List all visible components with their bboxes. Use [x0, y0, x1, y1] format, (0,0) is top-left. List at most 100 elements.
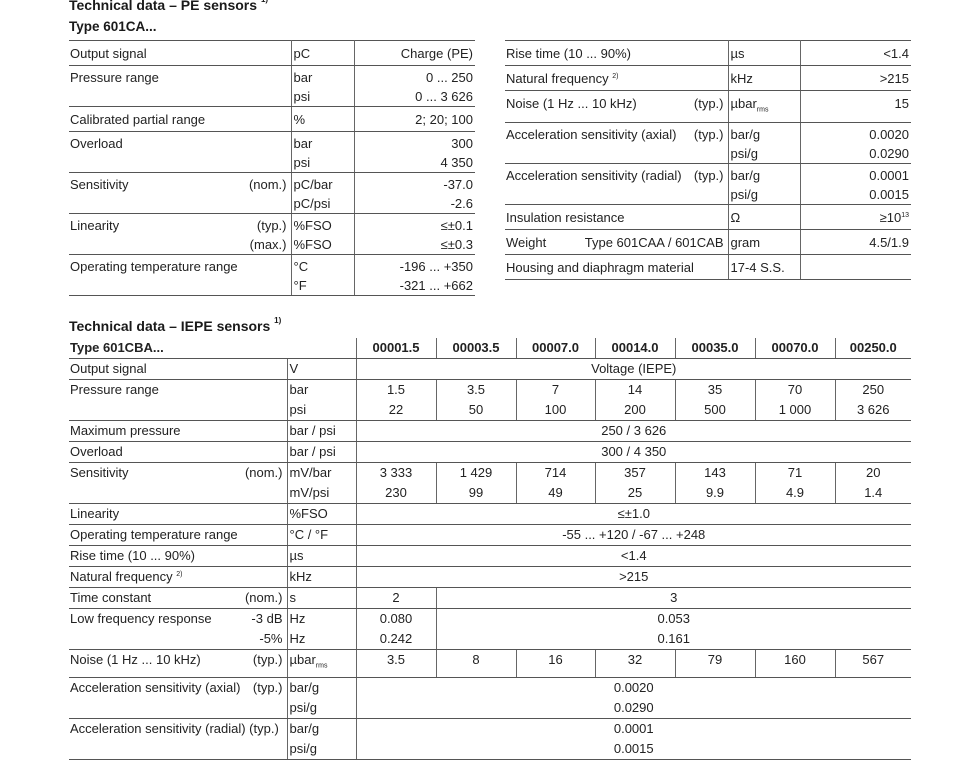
- model-header: 00001.5: [355, 338, 436, 359]
- unit-cell: psi/g: [286, 738, 356, 760]
- unit-cell: bar: [286, 379, 356, 400]
- unit-cell: bar/g: [286, 718, 356, 739]
- spec-row: psi/g 0.0290: [69, 697, 911, 719]
- value-text: Charge (PE): [400, 46, 473, 61]
- spec-row: Pressure range bar 1.5 3.5 7 14 35 70 250: [69, 379, 911, 400]
- spec-row: Calibrated partial range% 2; 20; 100: [69, 106, 475, 132]
- value-cell: 71: [754, 462, 835, 483]
- spec-label-cell: Output signal: [69, 358, 287, 380]
- value-cell: ≥1013: [799, 204, 911, 230]
- spec-label: Operating temperature range: [70, 259, 238, 274]
- spec-row: Maximum pressure bar / psi 250 / 3 626: [69, 420, 911, 442]
- spec-row: Sensitivity (nom.) mV/bar 3 333 1 429 714 357 1…: [69, 462, 911, 484]
- value-cell: 15: [799, 90, 911, 123]
- unit-text: psi: [289, 402, 307, 417]
- value-cell: 14: [594, 379, 675, 400]
- spec-row: -5% Hz 0.242 0.161: [69, 629, 911, 650]
- spec-row: Operating temperature range °C -196 ... +3…: [69, 254, 475, 276]
- unit-text: gram: [730, 234, 761, 250]
- value-cell: 357: [594, 462, 675, 483]
- unit-cell: bar/g: [286, 677, 356, 698]
- value-cell: 20: [834, 462, 911, 483]
- unit-cell: °C: [290, 254, 354, 276]
- unit-cell: 17-4 S.S.: [727, 254, 800, 280]
- value-cell: ≤±0.3: [353, 235, 475, 255]
- spec-label-cell: Natural frequency 2): [69, 566, 287, 588]
- value-cell: 1 000: [754, 400, 835, 421]
- spec-label-cell: [69, 400, 287, 421]
- value-cell: 22: [355, 400, 436, 421]
- unit-cell: µs: [727, 40, 800, 66]
- unit-text: psi/g: [289, 740, 317, 756]
- unit-cell: kHz: [286, 566, 356, 588]
- value-cell: 50: [435, 400, 516, 421]
- unit-text: %FSO: [289, 506, 328, 521]
- value-cell: 500: [674, 400, 755, 421]
- value-cell: -37.0: [353, 172, 475, 194]
- spec-label-cell: (max.): [69, 235, 291, 255]
- value-text: -321 ... +662: [399, 278, 473, 293]
- unit-cell: bar: [290, 65, 354, 87]
- value-cell: ≤±1.0: [355, 503, 911, 525]
- value-cell: >215: [799, 65, 911, 91]
- spec-qualifier: -5%: [259, 631, 283, 646]
- spec-row: Acceleration sensitivity (axial) (typ.) ba…: [505, 122, 911, 144]
- unit-text: psi: [293, 155, 311, 170]
- value-cell: 0.242: [355, 629, 436, 650]
- spec-qualifier: (nom.): [244, 590, 283, 605]
- spec-row: Rise time (10 ... 90%) µs <1.4: [505, 40, 911, 66]
- spec-label: Acceleration sensitivity (axial): [506, 126, 677, 142]
- spec-label: Calibrated partial range: [70, 112, 206, 127]
- spec-row: Insulation resistance Ω ≥1013: [505, 204, 911, 230]
- footnote-marker: 2): [612, 73, 619, 80]
- value-cell: 35: [674, 379, 755, 400]
- value-cell: 200: [594, 400, 675, 421]
- spec-label: Low frequency response: [70, 611, 212, 626]
- spec-label-cell: -5%: [69, 629, 287, 650]
- spec-label-cell: [69, 483, 287, 504]
- unit-cell: Hz: [286, 629, 356, 650]
- unit-cell: bar: [290, 131, 354, 153]
- spec-label-cell: Calibrated partial range: [69, 106, 291, 132]
- unit-text: bar/g: [730, 126, 761, 142]
- value-cell: <1.4: [799, 40, 911, 66]
- unit-cell: bar / psi: [286, 441, 356, 463]
- value-cell: 70: [754, 379, 835, 400]
- model-header: 00003.5: [435, 338, 516, 359]
- spec-qualifier: Type 601CAA / 601CAB: [584, 234, 724, 250]
- spec-label-cell: [69, 276, 291, 296]
- spec-row: Overload bar 300: [69, 131, 475, 153]
- unit-text: V: [289, 361, 299, 376]
- spec-row: °F -321 ... +662: [69, 276, 475, 296]
- unit-text: °C / °F: [289, 527, 329, 542]
- value-cell: -2.6: [353, 194, 475, 214]
- spec-label-cell: Noise (1 Hz ... 10 kHz) (typ.): [69, 649, 287, 678]
- spec-row: Noise (1 Hz ... 10 kHz) (typ.) µbarrms 15: [505, 90, 911, 123]
- spec-label-cell: Sensitivity (nom.): [69, 463, 287, 484]
- value-cell: 250 / 3 626: [355, 420, 911, 442]
- value-cell: 2; 20; 100: [353, 106, 475, 132]
- unit-text: bar: [293, 136, 313, 151]
- spec-label: Maximum pressure: [70, 423, 181, 438]
- spec-label-cell: Noise (1 Hz ... 10 kHz) (typ.): [505, 90, 728, 123]
- value-cell: 160: [754, 649, 835, 678]
- value-cell: 49: [515, 483, 595, 504]
- unit-cell: mV/psi: [286, 483, 356, 504]
- unit-cell: pC: [290, 40, 354, 66]
- value-cell: 4.5/1.9: [799, 229, 911, 255]
- value-text: 0.0015: [869, 186, 909, 202]
- unit-subscript: rms: [315, 662, 328, 670]
- value-cell: 300 / 4 350: [355, 441, 911, 463]
- unit-text: kHz: [730, 71, 753, 86]
- spec-row: Natural frequency 2) kHz >215: [69, 566, 911, 588]
- spec-row: Acceleration sensitivity (radial) (typ.) b…: [505, 163, 911, 185]
- spec-row: psi 0 ... 3 626: [69, 87, 475, 107]
- value-text: 0 ... 3 626: [415, 89, 473, 104]
- footnote-marker: 2): [176, 571, 183, 578]
- spec-row: Noise (1 Hz ... 10 kHz) (typ.) µbarrms 3.5 8…: [69, 649, 911, 678]
- spec-label: Noise (1 Hz ... 10 kHz): [70, 652, 201, 667]
- value-cell: Charge (PE): [353, 40, 475, 66]
- footnote-marker: 1): [274, 316, 282, 325]
- spec-row: Low frequency response -3 dB Hz 0.080 0.053: [69, 608, 911, 629]
- spec-row: psi/g 0.0015: [69, 738, 911, 760]
